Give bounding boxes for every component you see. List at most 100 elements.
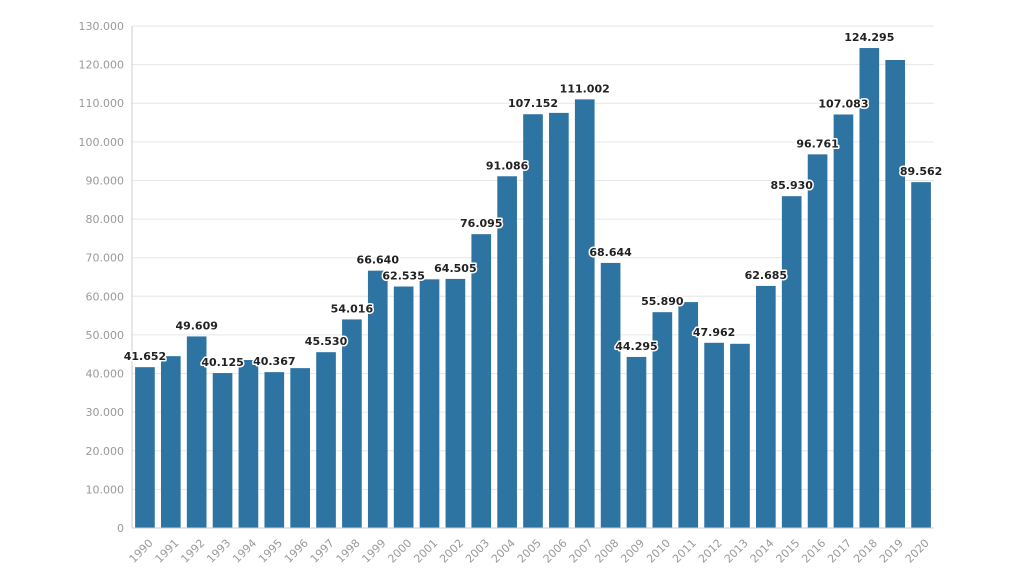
y-tick-label: 50.000: [86, 329, 125, 342]
data-labels: 41.652 49.609 40.125 40.367 45.530 54.016 66.6…: [122, 30, 944, 371]
data-label-2009: 44.295: [615, 340, 657, 353]
bar-1994: [238, 360, 259, 528]
y-tick-label: 40.000: [86, 368, 125, 381]
y-tick-label: 70.000: [86, 252, 125, 265]
data-label-1997: 45.530: [305, 335, 348, 348]
data-label-2008: 68.644: [589, 246, 632, 259]
data-label-2014: 62.685: [745, 269, 787, 282]
bar-1992: [186, 336, 207, 528]
bar-2015: [781, 196, 802, 529]
y-tick-label: 30.000: [86, 406, 125, 419]
x-tick-label: 1991: [153, 537, 182, 566]
x-tick-label: 2012: [696, 537, 725, 566]
x-tick-label: 2009: [618, 537, 647, 566]
x-tick-label: 1997: [308, 537, 337, 566]
x-tick-label: 1990: [127, 537, 156, 566]
bar-2008: [600, 262, 621, 528]
bar-1991: [160, 356, 181, 528]
data-label-1999: 66.640: [357, 254, 400, 267]
y-tick-label: 80.000: [86, 213, 125, 226]
x-tick-label: 2010: [644, 537, 673, 566]
x-tick-label: 2016: [799, 537, 828, 566]
bar-2011: [678, 302, 699, 528]
bar-2017: [833, 114, 854, 529]
bar-1998: [342, 319, 362, 528]
x-tick-label: 2002: [437, 537, 466, 566]
y-tick-label: 90.000: [86, 174, 125, 187]
y-tick-label: 20.000: [86, 445, 125, 458]
y-tick-label: 130.000: [79, 20, 125, 33]
x-tick-label: 2006: [541, 537, 570, 566]
bar-2006: [549, 112, 569, 528]
bar-2004: [497, 176, 517, 528]
y-axis-ticks: 0 10.000 20.000 30.000 40.000 50.000 60.000 70.…: [79, 20, 125, 535]
y-tick-label: 110.000: [79, 97, 125, 110]
bar-2016: [807, 154, 828, 528]
x-tick-label: 1998: [334, 537, 363, 566]
bar-2010: [652, 312, 673, 528]
y-tick-label: 0: [117, 522, 124, 535]
bar-2005: [523, 114, 543, 529]
bar-2002: [445, 278, 466, 528]
y-tick-label: 100.000: [79, 136, 125, 149]
x-tick-label: 1994: [230, 537, 259, 566]
bar-2009: [626, 356, 647, 528]
x-tick-label: 1995: [256, 537, 285, 566]
bar-2013: [730, 343, 750, 528]
x-tick-label: 2013: [722, 537, 751, 566]
data-label-2020: 89.562: [900, 165, 942, 178]
data-label-1990: 41.652: [124, 350, 166, 363]
x-tick-label: 2018: [851, 537, 880, 566]
data-label-2000: 62.535: [382, 270, 424, 283]
y-tick-label: 120.000: [79, 59, 125, 72]
bars: [135, 48, 931, 529]
x-tick-label: 2020: [903, 537, 932, 566]
data-label-2016: 96.761: [796, 137, 838, 150]
bar-1990: [135, 367, 155, 528]
bar-2012: [704, 342, 724, 528]
bar-2007: [574, 99, 595, 528]
bar-1996: [290, 368, 310, 528]
data-label-1998: 54.016: [331, 302, 374, 315]
data-label-1993: 40.125: [201, 356, 243, 369]
bar-1993: [212, 373, 233, 528]
y-tick-label: 60.000: [86, 290, 125, 303]
data-label-1992: 49.609: [175, 319, 217, 332]
bar-2001: [419, 279, 440, 528]
x-tick-label: 2004: [489, 537, 518, 566]
data-label-1995: 40.367: [253, 355, 295, 368]
x-tick-label: 2015: [773, 537, 802, 566]
x-tick-label: 2003: [463, 537, 492, 566]
bar-2020: [911, 182, 931, 528]
data-label-2002: 64.505: [434, 262, 476, 275]
x-tick-label: 2005: [515, 537, 544, 566]
data-label-2017: 107.083: [818, 97, 868, 110]
x-tick-label: 1992: [178, 537, 207, 566]
data-label-2010: 55.890: [641, 295, 684, 308]
x-tick-label: 2001: [411, 537, 440, 566]
x-tick-label: 2014: [748, 537, 777, 566]
bar-2000: [393, 286, 414, 528]
x-tick-label: 2008: [592, 537, 621, 566]
bar-1995: [264, 372, 285, 528]
bar-2018: [859, 48, 880, 528]
x-tick-label: 1999: [360, 537, 389, 566]
x-axis-ticks: 1990199119921993199419951996199719981999…: [127, 537, 932, 566]
data-label-2003: 76.095: [460, 217, 502, 230]
x-tick-label: 1993: [204, 537, 233, 566]
bar-1999: [367, 270, 388, 528]
bar-1997: [316, 352, 336, 528]
y-tick-label: 10.000: [86, 483, 125, 496]
x-tick-label: 2019: [877, 537, 906, 566]
data-label-2007: 111.002: [560, 82, 610, 95]
data-label-2015: 85.930: [770, 179, 813, 192]
data-label-2005: 107.152: [508, 97, 558, 110]
x-tick-label: 2000: [385, 537, 414, 566]
bar-2003: [471, 234, 492, 528]
data-label-2012: 47.962: [693, 326, 735, 339]
x-tick-label: 2011: [670, 537, 699, 566]
axes: [131, 26, 934, 529]
x-tick-label: 2017: [825, 537, 854, 566]
data-label-2018: 124.295: [844, 31, 894, 44]
